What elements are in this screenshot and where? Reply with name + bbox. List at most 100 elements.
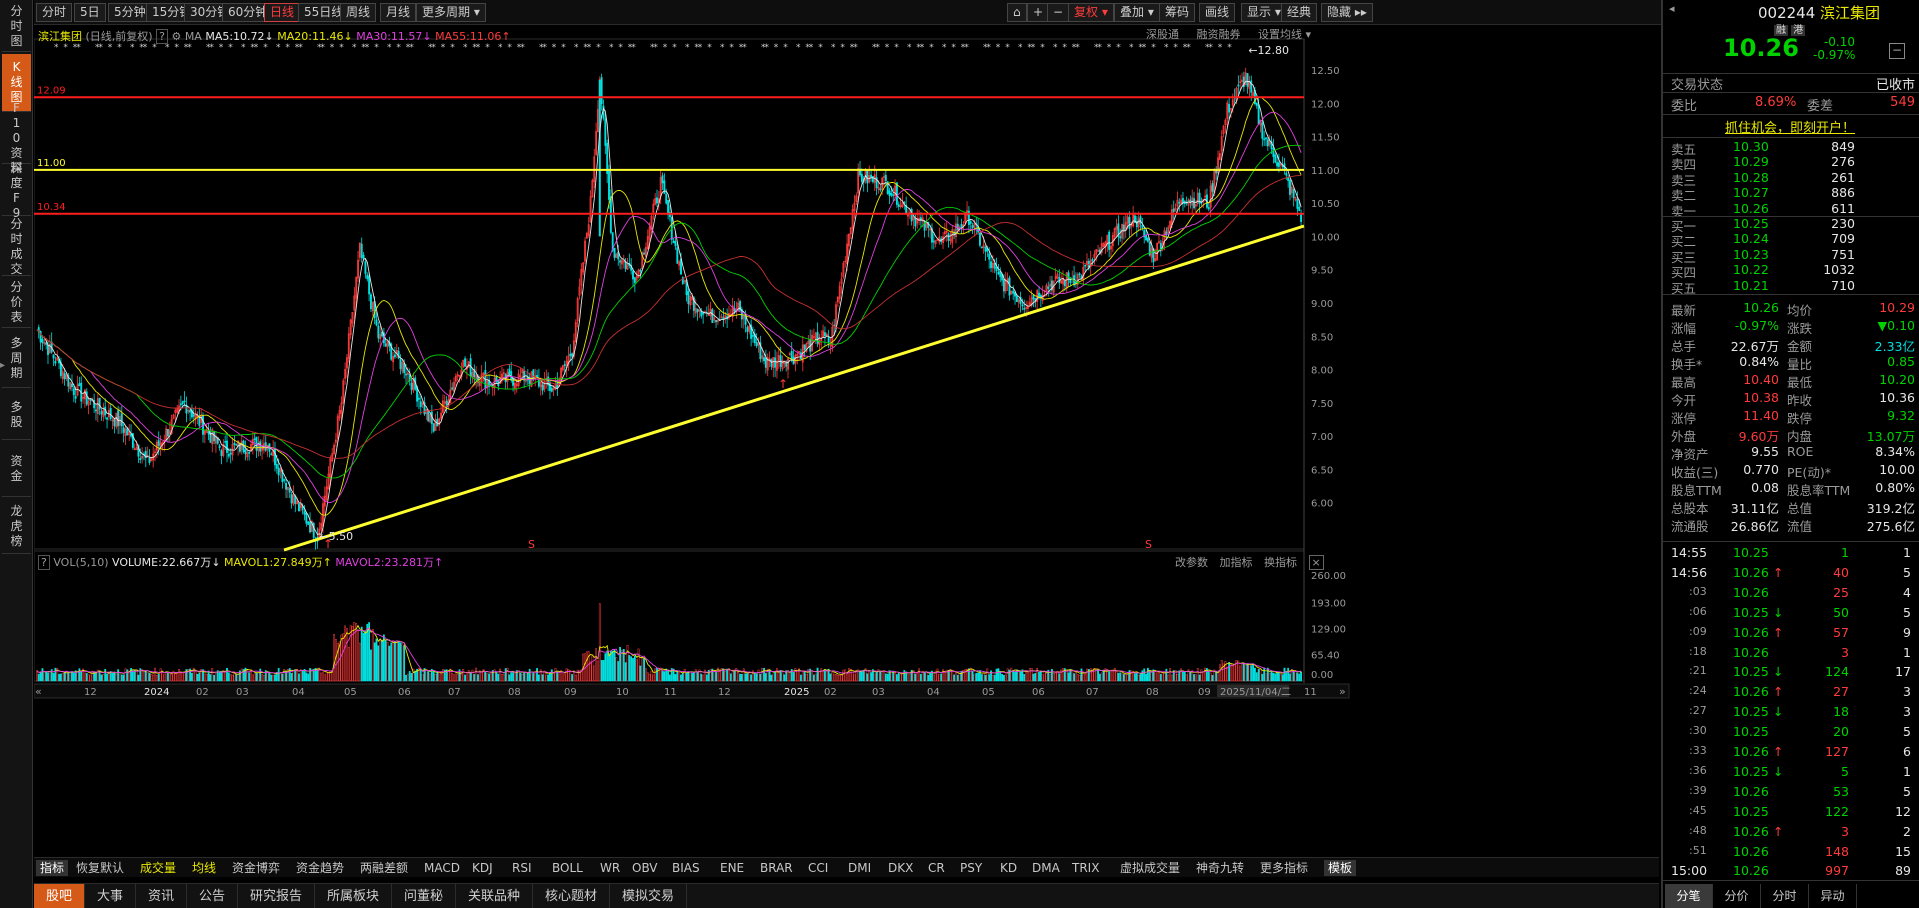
right-tab-1[interactable]: 分价 (1713, 884, 1761, 908)
indicator-tab-11[interactable]: WR (600, 861, 621, 875)
indicator-tab-16[interactable]: CCI (808, 861, 829, 875)
period-button-1[interactable]: 5日 (74, 3, 106, 22)
bid-row[interactable]: 买二 10.24 709 (1671, 231, 1915, 249)
indicator-tab-21[interactable]: KD (1000, 861, 1018, 875)
candle-body (1222, 125, 1225, 135)
toolbar-button-5[interactable]: 经典 (1281, 3, 1318, 22)
bid-row[interactable]: 买四 10.22 1032 (1671, 262, 1915, 280)
indicator-tab-15[interactable]: BRAR (760, 861, 793, 875)
y-axis-tick-label: 7.00 (1311, 432, 1333, 443)
bottom-tab-2[interactable]: 资讯 (136, 884, 188, 908)
period-button-0[interactable]: 分时 (36, 3, 73, 22)
period-button-8[interactable]: 周线 (340, 3, 377, 22)
bottom-tab-4[interactable]: 研究报告 (238, 884, 316, 908)
toolbar-button-1[interactable]: 叠加 ▾ (1114, 3, 1160, 22)
indicator-tab-17[interactable]: DMI (848, 861, 872, 875)
indicator-tab-19[interactable]: CR (928, 861, 945, 875)
right-tab-2[interactable]: 分时 (1761, 884, 1809, 908)
ask-row[interactable]: 卖四 10.29 276 (1671, 154, 1915, 172)
indicator-tab-2[interactable]: 成交量 (140, 861, 177, 875)
right-tab-3[interactable]: 异动 (1809, 884, 1857, 908)
open-account-promo[interactable]: 抓住机会，即刻开户！ (1725, 121, 1856, 136)
zoom-in-icon[interactable]: + (1027, 3, 1050, 22)
help-icon[interactable]: ? (156, 29, 168, 44)
indicator-tab-0[interactable]: 指标 (36, 860, 69, 876)
kline-chart-svg[interactable]: 12.5012.0011.5011.0010.5010.009.509.008.… (34, 26, 1659, 858)
link-sgt[interactable]: 深股通 (1146, 28, 1179, 41)
indicator-tab-10[interactable]: BOLL (552, 861, 583, 875)
kline-chart-area[interactable]: 12.50 12.00 11.50 11.00 10.50 10.00 9.50 9.00 8.… (34, 26, 1659, 858)
toolbar-button-0[interactable]: 复权 ▾ (1068, 3, 1114, 22)
indicator-tab-7[interactable]: MACD (424, 861, 460, 875)
close-icon[interactable]: × (1308, 555, 1324, 570)
period-button-7[interactable]: 55日线 (298, 3, 350, 22)
link-change-indicator[interactable]: 换指标 (1264, 556, 1297, 569)
right-tab-0[interactable]: 分笔 (1665, 884, 1713, 908)
collapse-icon[interactable]: ◂ (1669, 2, 1675, 15)
indicator-tab-18[interactable]: DKX (888, 861, 914, 875)
left-nav-item-9[interactable]: 龙虎榜 (2, 499, 31, 554)
left-nav-item-6[interactable]: 多周期 (2, 330, 31, 388)
ask-row[interactable]: 卖二 10.27 886 (1671, 185, 1915, 203)
bottom-tab-5[interactable]: 所属板块 (315, 884, 393, 908)
bottom-tab-1[interactable]: 大事 (85, 884, 137, 908)
indicator-tab-9[interactable]: RSI (512, 861, 532, 875)
toolbar-button-3[interactable]: 画线 (1199, 3, 1236, 22)
expand-left-icon[interactable]: ▸ (0, 360, 6, 371)
indicator-tab-27[interactable]: 模板 (1324, 860, 1357, 876)
left-nav-item-0[interactable]: 分时图 (2, 2, 31, 52)
bottom-tab-3[interactable]: 公告 (187, 884, 239, 908)
bottom-tab-6[interactable]: 问董秘 (392, 884, 457, 908)
indicator-tab-24[interactable]: 虚拟成交量 (1120, 861, 1181, 875)
indicator-tab-3[interactable]: 均线 (192, 861, 217, 875)
settings-icon[interactable]: ⚙ (171, 30, 182, 43)
indicator-tab-6[interactable]: 两融差额 (360, 861, 409, 875)
help-icon[interactable]: ? (38, 555, 50, 570)
zoom-out-icon[interactable]: − (1047, 3, 1070, 22)
indicator-tab-23[interactable]: TRIX (1072, 861, 1100, 875)
period-button-10[interactable]: 更多周期 ▾ (416, 3, 486, 22)
link-edit-params[interactable]: 改参数 (1175, 556, 1208, 569)
bid-row[interactable]: 买五 10.21 710 (1671, 278, 1915, 296)
left-nav-item-2[interactable]: F10资料 (2, 101, 31, 175)
bottom-tab-9[interactable]: 模拟交易 (610, 884, 688, 908)
toolbar-button-4[interactable]: 显示 ▾ (1241, 3, 1287, 22)
bid-row[interactable]: 买一 10.25 230 (1671, 216, 1915, 234)
left-nav-item-7[interactable]: 多股 (2, 390, 31, 440)
left-nav-item-4[interactable]: 分时成交 (2, 217, 31, 276)
ask-row[interactable]: 卖三 10.28 261 (1671, 170, 1915, 188)
left-nav-item-1[interactable]: K线图 (2, 54, 31, 112)
left-nav-item-5[interactable]: 分价表 (2, 278, 31, 328)
bid-row[interactable]: 买三 10.23 751 (1671, 247, 1915, 265)
toolbar-button-2[interactable]: 筹码 (1159, 3, 1196, 22)
bottom-tab-0[interactable]: 股吧 (34, 884, 86, 908)
toolbar-button-6[interactable]: 隐藏 ▸▸ (1321, 3, 1373, 22)
volume-bar (604, 653, 607, 682)
bottom-tab-8[interactable]: 核心题材 (533, 884, 611, 908)
bottom-tab-7[interactable]: 关联品种 (456, 884, 534, 908)
event-marker-icon: * (818, 43, 823, 53)
indicator-tab-20[interactable]: PSY (960, 861, 983, 875)
indicator-tab-26[interactable]: 更多指标 (1260, 861, 1309, 875)
indicator-tab-25[interactable]: 神奇九转 (1196, 861, 1245, 875)
ask-row[interactable]: 卖五 10.30 849 (1671, 139, 1915, 157)
indicator-tab-1[interactable]: 恢复默认 (76, 861, 125, 875)
period-button-6[interactable]: 日线 (264, 3, 301, 22)
indicator-tab-12[interactable]: OBV (632, 861, 658, 875)
indicator-tab-13[interactable]: BIAS (672, 861, 700, 875)
ask-row[interactable]: 卖一 10.26 611 (1671, 201, 1915, 219)
indicator-tab-22[interactable]: DMA (1032, 861, 1060, 875)
link-add-indicator[interactable]: 加指标 (1219, 556, 1253, 569)
indicator-tab-8[interactable]: KDJ (472, 861, 493, 875)
indicator-tab-14[interactable]: ENE (720, 861, 745, 875)
left-nav-item-3[interactable]: 深度F9 (2, 161, 31, 220)
indicator-tab-4[interactable]: 资金博弈 (232, 861, 281, 875)
left-nav-item-8[interactable]: 资金 (2, 442, 31, 497)
minimize-icon[interactable]: − (1889, 43, 1905, 59)
indicator-tab-5[interactable]: 资金趋势 (296, 861, 345, 875)
period-button-9[interactable]: 月线 (380, 3, 417, 22)
link-set-ma[interactable]: 设置均线 ▾ (1258, 28, 1312, 41)
period-button-5[interactable]: 60分钟 (222, 3, 274, 22)
link-margin[interactable]: 融资融券 (1196, 28, 1241, 41)
lock-icon[interactable]: ⌂ (1007, 3, 1027, 22)
